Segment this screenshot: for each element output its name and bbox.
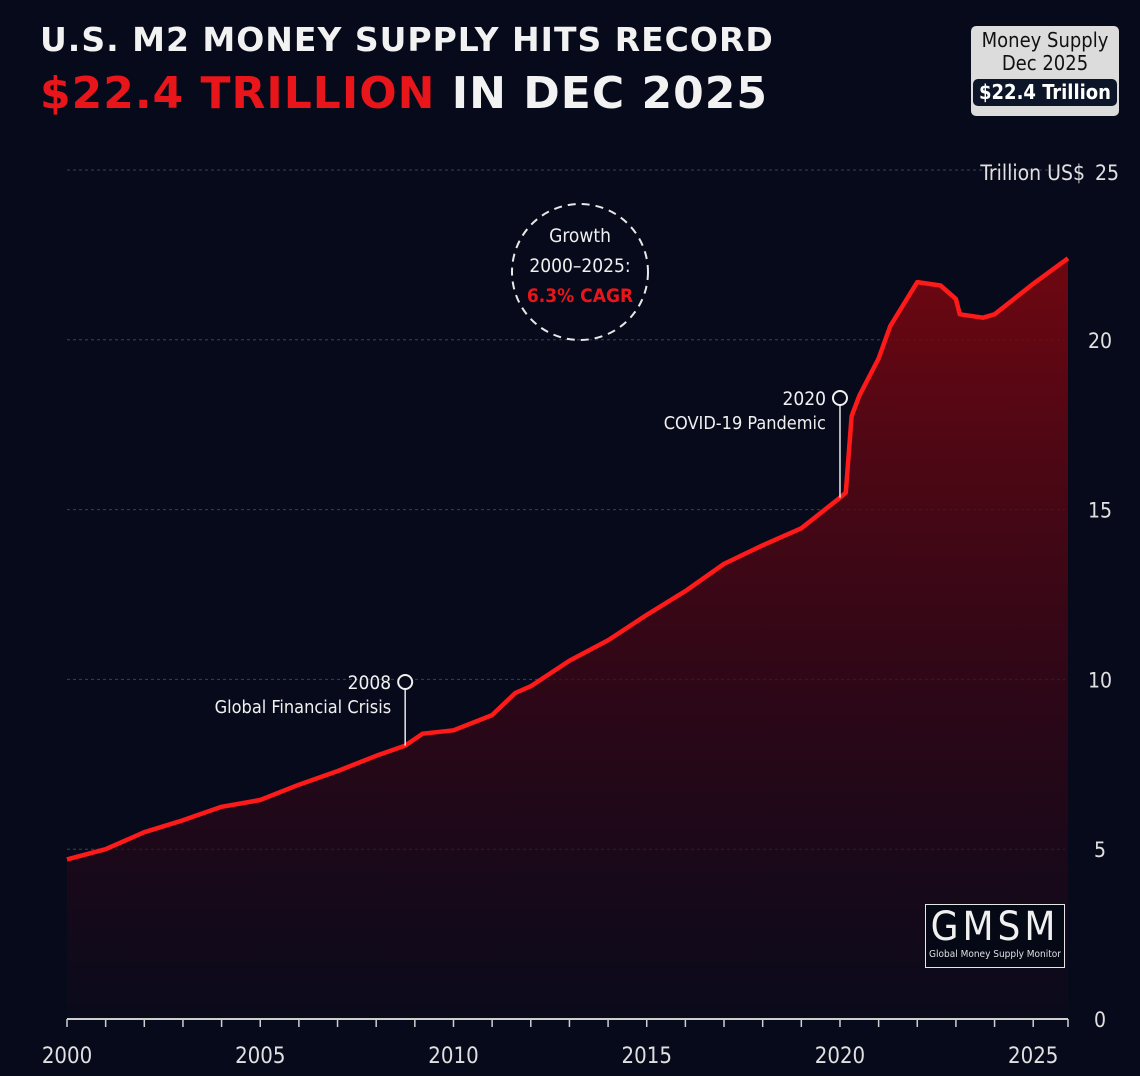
y-tick-label: 10 (1088, 668, 1112, 692)
annotation-marker (831, 390, 848, 406)
badge-label: Money Supply (981, 28, 1109, 52)
badge-value: $22.4 Trillion (973, 79, 1117, 106)
logo-name: GMSM (930, 904, 1060, 950)
x-tick-label: 2025 (1008, 1044, 1058, 1069)
y-tick-label: 5 (1094, 838, 1106, 862)
annotation-year: 2020 (782, 388, 826, 410)
y-tick-label: 0 (1094, 1008, 1106, 1032)
x-tick-label: 2015 (622, 1044, 672, 1069)
annotation-label: COVID-19 Pandemic (664, 413, 826, 434)
chart-title-line2: $22.4 TRILLION IN DEC 2025 (40, 68, 768, 119)
chart-title-line1: U.S. M2 MONEY SUPPLY HITS RECORD (40, 20, 774, 59)
annotation-marker (397, 674, 414, 690)
title-highlight: $22.4 TRILLION (40, 68, 436, 119)
money-supply-badge: Money Supply Dec 2025 $22.4 Trillion (971, 26, 1119, 116)
growth-period: 2000–2025: (529, 255, 630, 277)
title-rest: IN DEC 2025 (451, 68, 768, 119)
area-fill (67, 258, 1068, 1019)
x-tick-label: 2005 (235, 1044, 285, 1069)
logo-tagline: Global Money Supply Monitor (929, 949, 1061, 960)
y-axis-label: Trillion US$ (979, 161, 1085, 185)
x-tick-label: 2000 (42, 1044, 92, 1069)
y-tick-label: 15 (1088, 499, 1112, 523)
x-tick-label: 2010 (428, 1044, 478, 1069)
x-tick-label: 2020 (815, 1044, 865, 1069)
badge-date: Dec 2025 (1001, 51, 1089, 75)
annotation-label: Global Financial Crisis (215, 697, 392, 718)
series-line (66, 256, 1070, 862)
growth-label: Growth (549, 225, 611, 247)
annotation-year: 2008 (348, 672, 392, 694)
growth-cagr: 6.3% CAGR (527, 285, 633, 307)
growth-circle (511, 203, 649, 341)
gmsm-logo: GMSM Global Money Supply Monitor (925, 904, 1065, 968)
y-tick-label: 25 (1095, 161, 1119, 185)
y-tick-label: 20 (1088, 329, 1112, 353)
